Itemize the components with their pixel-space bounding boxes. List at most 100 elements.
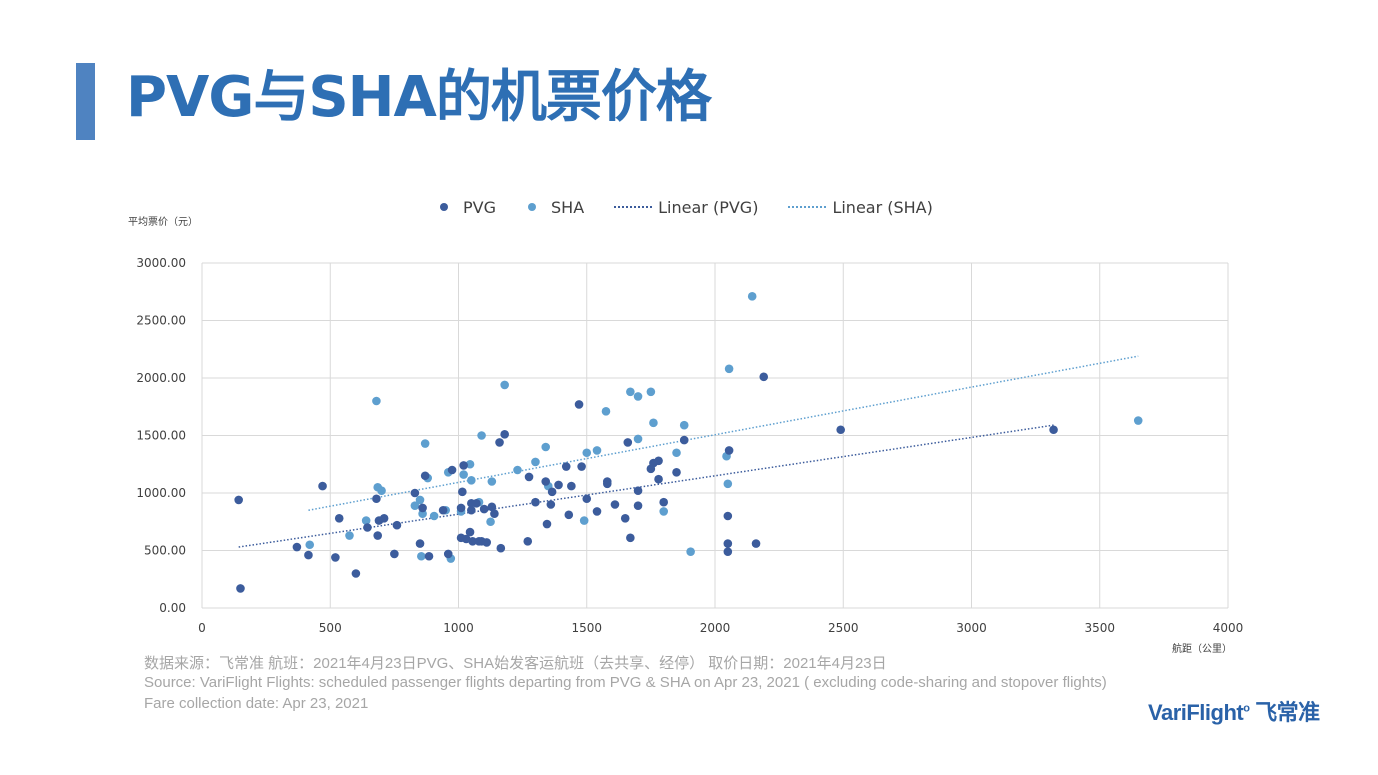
pvg-point [561,462,571,471]
sha-point [723,479,733,489]
pvg-point [373,531,383,540]
footer-fare-date: Fare collection date: Apr 23, 2021 [144,695,369,712]
sha-point [513,465,522,475]
footer-source-en: Source: VariFlight Flights: scheduled pa… [144,674,1107,691]
pvg-point [633,486,643,496]
pvg-point [443,549,453,559]
x-tick-label: 0 [198,621,206,635]
pvg-point [654,456,663,466]
sha-point [601,407,611,416]
pvg-point [334,514,344,523]
chart-legend: PVG SHA Linear (PVG) Linear (SHA) [430,195,955,219]
pvg-point [620,514,630,523]
x-tick-label: 4000 [1213,621,1244,635]
legend-line-linear-sha [788,206,827,208]
sha-point [487,477,497,486]
y-tick-label: 0.00 [159,601,186,615]
sha-point [429,511,439,521]
pvg-point [234,495,243,505]
legend-label-linear-pvg: Linear (PVG) [658,197,759,217]
sha-point [724,364,734,374]
pvg-point [759,372,769,382]
sha-point [626,387,635,397]
pvg-point [351,569,361,578]
logo-mark-icon: o [1243,702,1250,715]
sha-point [467,476,476,485]
pvg-point [292,542,302,552]
x-tick-label: 3500 [1084,621,1115,635]
x-axis-label: 航距（公里） [1172,644,1232,655]
page-title: PVG与SHA的机票价格 [126,65,712,130]
logo-text: VariFlight [1148,700,1244,725]
pvg-point [304,550,313,560]
legend-label-pvg: PVG [463,197,496,217]
y-tick-label: 1000.00 [136,486,186,500]
sha-point [686,547,695,556]
pvg-point [331,553,340,562]
trendline-linear-sha [308,355,1139,511]
sha-point [372,396,381,406]
pvg-point [458,487,467,497]
y-tick-label: 2500.00 [136,314,186,328]
sha-point [582,448,592,458]
sha-point [459,470,468,479]
pvg-point [679,435,689,445]
pvg-point [410,488,420,498]
sha-point [659,507,668,516]
x-tick-label: 2000 [700,621,731,635]
x-tick-label: 1500 [571,621,602,635]
pvg-point [420,471,430,481]
sha-point [500,380,509,390]
x-tick-label: 1000 [443,621,474,635]
pvg-point [1049,425,1058,435]
pvg-point [447,465,457,475]
pvg-point [418,503,427,513]
pvg-point [236,584,245,593]
pvg-point [479,504,489,514]
sha-point [417,551,426,561]
sha-point [420,439,430,448]
pvg-point [500,430,509,439]
pvg-point [547,487,557,497]
pvg-point [459,461,468,470]
y-tick-label: 3000.00 [136,256,186,270]
y-tick-label: 1500.00 [136,429,186,443]
pvg-point [523,537,533,546]
sha-point [465,459,475,469]
sha-point [377,486,386,496]
pvg-point [659,497,668,507]
pvg-point [577,462,586,471]
sha-point [747,292,757,301]
pvg-point [468,537,477,546]
pvg-point [541,477,551,486]
logo-cn-text: 飞常准 [1255,700,1320,725]
pvg-point [467,505,476,515]
pvg-point [723,547,733,556]
pvg-point [564,510,574,520]
sha-point [345,531,354,540]
title-accent-bar [76,63,95,140]
pvg-point [582,494,592,504]
pvg-point [487,502,497,512]
y-axis-label: 平均票价（元） [128,217,198,228]
x-tick-label: 2500 [828,621,859,635]
legend-label-linear-sha: Linear (SHA) [832,197,933,217]
pvg-point [496,543,506,553]
sha-point [486,517,495,527]
pvg-point [610,500,620,509]
sha-point [415,495,425,505]
pvg-point [724,446,734,455]
pvg-point [723,539,733,548]
pvg-point [633,501,643,510]
sha-point [672,448,681,458]
pvg-point [424,551,434,561]
trendline-linear-pvg [238,424,1054,548]
pvg-point [602,477,612,486]
pvg-point [623,438,633,447]
sha-point [592,446,602,455]
pvg-point [379,514,389,523]
pvg-point [554,480,563,490]
pvg-point [363,523,372,532]
sha-point [477,431,486,440]
sha-point [1133,416,1143,425]
